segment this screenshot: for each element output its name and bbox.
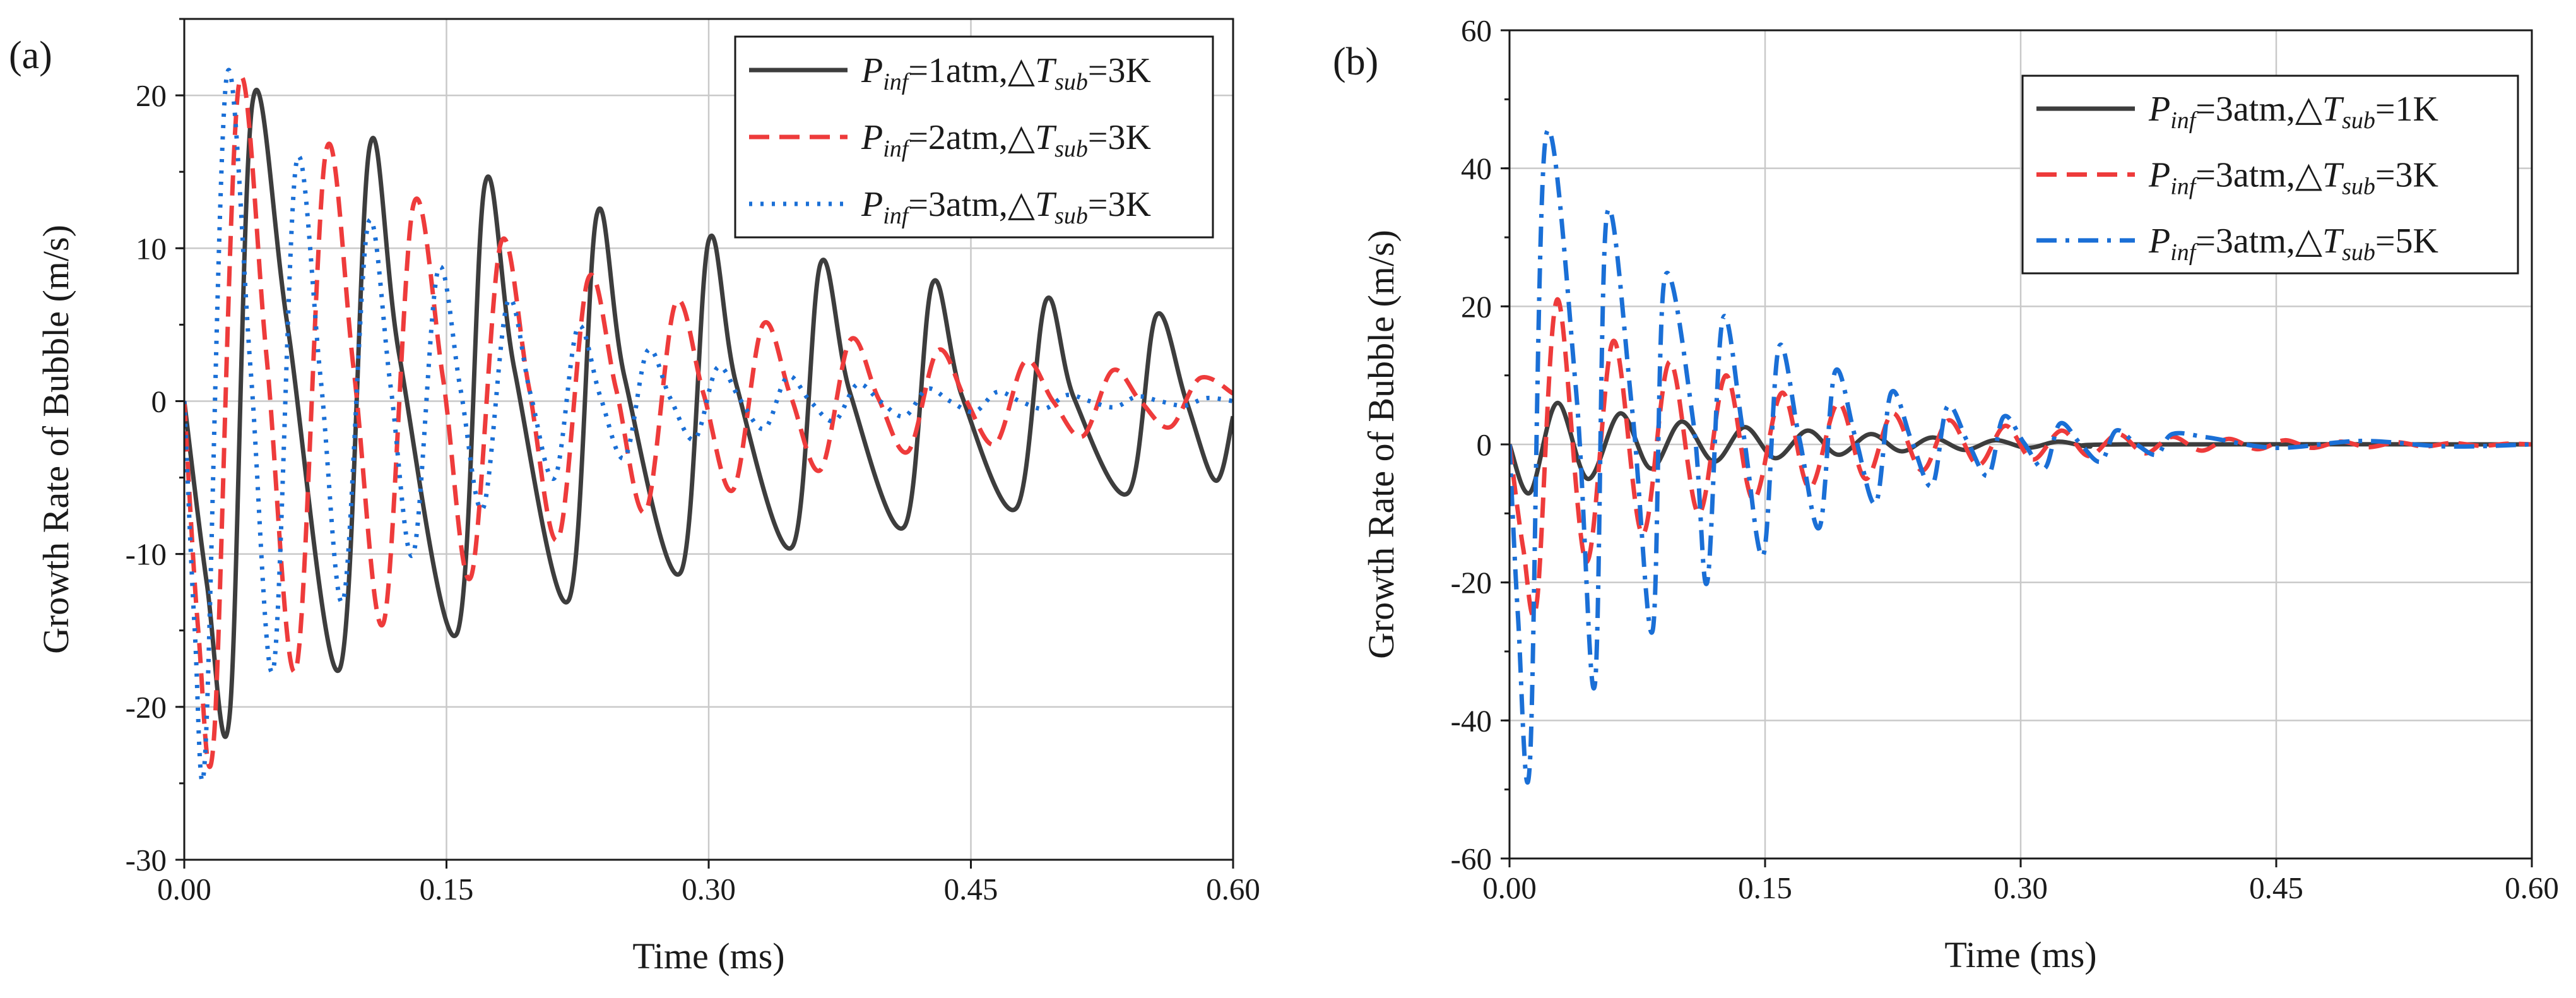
legend-label: Pinf=1atm,△Tsub=3K	[861, 51, 1151, 95]
y-tick-label: 20	[1461, 289, 1492, 324]
x-tick-label: 0.00	[1482, 870, 1537, 905]
x-tick-label: 0.15	[1738, 870, 1792, 905]
series-line	[184, 68, 1233, 783]
y-axis-title: Growth Rate of Bubble (m/s)	[35, 225, 76, 654]
y-tick-label: -60	[1451, 841, 1492, 876]
x-tick-label: 0.30	[1994, 870, 2048, 905]
x-tick-label: 0.00	[157, 872, 211, 906]
y-tick-label: -20	[1451, 566, 1492, 600]
x-tick-label: 0.60	[1206, 872, 1260, 906]
y-axis-title: Growth Rate of Bubble (m/s)	[1361, 230, 1402, 659]
chart-panel: 0.00 0.15 0.30 0.45 0.60 -60 -40 -20 0 20 40 60 Time…	[1333, 13, 2559, 975]
series-line	[1510, 297, 2532, 619]
x-tick-label: 0.15	[420, 872, 474, 906]
x-tick-label: 0.45	[944, 872, 998, 906]
legend-label: Pinf=3atm,△Tsub=5K	[2148, 222, 2438, 266]
x-tick-label: 0.60	[2505, 870, 2559, 905]
series-line	[1510, 400, 2532, 496]
y-tick-label: 20	[136, 78, 167, 113]
y-tick-label: 60	[1461, 13, 1492, 48]
legend: Pinf=1atm,△Tsub=3K Pinf=2atm,△Tsub=3K Pinf…	[734, 35, 1214, 239]
panel-label: (a)	[9, 34, 52, 77]
y-tick-label: -30	[126, 843, 167, 877]
y-tick-label: 0	[151, 384, 167, 419]
chart-panel: 0.00 0.15 0.30 0.45 0.60 -30 -20 -10 0 10 20 Time (…	[9, 18, 1260, 977]
x-tick-label: 0.30	[682, 872, 736, 906]
x-axis-title: Time (ms)	[632, 936, 784, 977]
series-line	[184, 88, 1233, 739]
legend-label: Pinf=3atm,△Tsub=1K	[2148, 90, 2438, 134]
y-tick-label: 40	[1461, 151, 1492, 186]
legend: Pinf=3atm,△Tsub=1K Pinf=3atm,△Tsub=3K Pinf…	[2021, 74, 2519, 275]
y-tick-label: -40	[1451, 703, 1492, 738]
series-line	[1510, 128, 2532, 785]
legend-label: Pinf=3atm,△Tsub=3K	[2148, 156, 2438, 200]
x-axis-title: Time (ms)	[1944, 934, 2096, 975]
series-line	[184, 74, 1233, 769]
y-tick-label: 10	[136, 231, 167, 266]
legend-label: Pinf=3atm,△Tsub=3K	[861, 185, 1151, 229]
panel-label: (b)	[1333, 40, 1378, 83]
x-tick-label: 0.45	[2249, 870, 2303, 905]
y-tick-label: -10	[126, 537, 167, 572]
y-tick-label: -20	[126, 690, 167, 725]
legend-label: Pinf=2atm,△Tsub=3K	[861, 118, 1151, 162]
y-tick-label: 0	[1477, 427, 1492, 462]
